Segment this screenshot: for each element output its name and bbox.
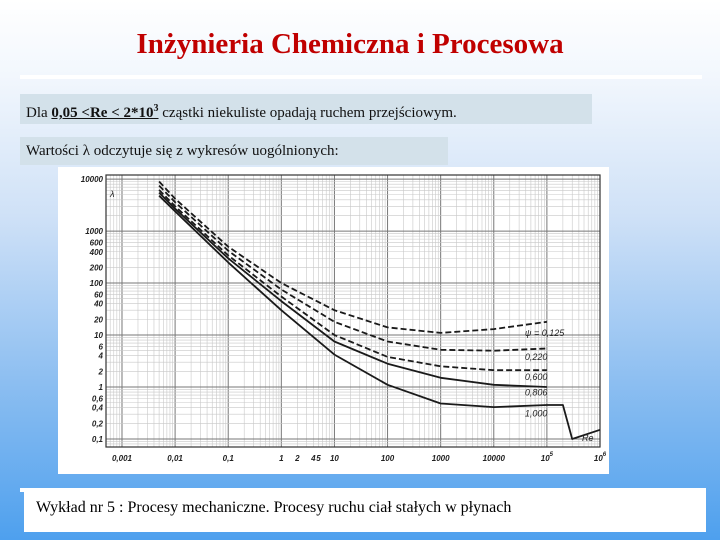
chart-svg: 1000010006004002001006040201064210,60,40…	[81, 174, 607, 463]
y-axis-label: λ	[109, 189, 114, 199]
y-tick-label: 600	[90, 239, 104, 248]
y-tick-label: 40	[93, 300, 103, 309]
lecture-footer: Wykład nr 5 : Procesy mechaniczne. Proce…	[24, 492, 706, 532]
plot-frame	[105, 174, 601, 448]
x-tick-label: 106	[594, 452, 607, 463]
reynolds-range: 0,05 <Re < 2*103	[51, 103, 159, 121]
y-tick-label: 1	[99, 383, 104, 392]
series-curve-2	[158, 189, 547, 372]
x-tick-label: 105	[541, 452, 554, 463]
series-label: 0,220	[525, 352, 548, 362]
y-tick-label: 10	[94, 331, 103, 340]
x-tick-label: 1	[279, 454, 284, 463]
footer-divider	[20, 488, 706, 492]
y-tick-label: 2	[98, 367, 104, 376]
y-tick-label: 1000	[85, 227, 103, 236]
slide-title: Inżynieria Chemiczna i Procesowa	[136, 28, 564, 60]
x-tick-label: 4	[310, 454, 316, 463]
x-axis-label: Re	[582, 433, 594, 443]
series-label: 0,806	[525, 388, 548, 398]
y-tick-label: 20	[93, 315, 103, 324]
x-tick-label: 0,01	[167, 454, 183, 463]
x-tick-label: 1000	[432, 454, 450, 463]
y-tick-label: 0,1	[92, 435, 104, 444]
y-tick-label: 0,2	[92, 419, 104, 428]
reynolds-range-exponent: 3	[153, 103, 159, 114]
series-curve-0	[158, 180, 548, 334]
y-tick-label: 10000	[81, 175, 104, 184]
drag-coefficient-chart: 10000 1000 600 400 200 100 60 40 20 10 6 4 2 1 0,6 0,4 0…	[58, 167, 609, 474]
series-label: ψ = 0,125	[525, 328, 565, 338]
y-tick-label: 0,4	[92, 404, 104, 413]
x-tick-label: 100	[381, 454, 395, 463]
series-curve-4	[158, 195, 601, 440]
x-tick-label: 0,001	[112, 454, 133, 463]
y-tick-label: 200	[89, 263, 104, 272]
x-tick-label: 10	[330, 454, 339, 463]
x-tick-label: 2	[294, 454, 300, 463]
series-curve-1	[158, 184, 547, 352]
y-tick-label: 4	[98, 352, 104, 361]
transitional-regime-note: Dla 0,05 <Re < 2*103 cząstki niekuliste …	[20, 94, 592, 124]
y-tick-label: 100	[90, 279, 104, 288]
title-divider	[20, 75, 702, 79]
y-tick-label: 60	[94, 291, 103, 300]
x-tick-label: 10000	[483, 454, 506, 463]
note-prefix: Dla	[26, 105, 52, 121]
series-curve-3	[158, 191, 547, 388]
series-label: 1,000	[525, 408, 548, 418]
y-tick-label: 0,6	[92, 395, 104, 404]
x-tick-label: 5	[316, 454, 321, 463]
note-suffix: cząstki niekuliste opadają ruchem przejś…	[158, 105, 457, 121]
y-tick-label: 400	[89, 248, 104, 257]
series-label: 0,600	[525, 372, 548, 382]
y-tick-label: 6	[99, 343, 104, 352]
lambda-note: Wartości λ odczytuje się z wykresów uogó…	[20, 137, 448, 165]
x-tick-label: 0,1	[223, 454, 235, 463]
